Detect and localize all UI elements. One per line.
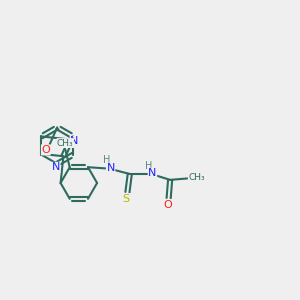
Text: N: N xyxy=(148,168,157,178)
Text: O: O xyxy=(41,145,50,155)
Text: S: S xyxy=(122,194,130,204)
Text: CH₃: CH₃ xyxy=(57,139,74,148)
Text: O: O xyxy=(164,200,172,210)
Text: N: N xyxy=(52,162,60,172)
Text: N: N xyxy=(70,136,79,146)
Text: N: N xyxy=(106,163,115,173)
Text: H: H xyxy=(145,161,152,171)
Text: CH₃: CH₃ xyxy=(188,173,205,182)
Text: H: H xyxy=(103,155,110,165)
